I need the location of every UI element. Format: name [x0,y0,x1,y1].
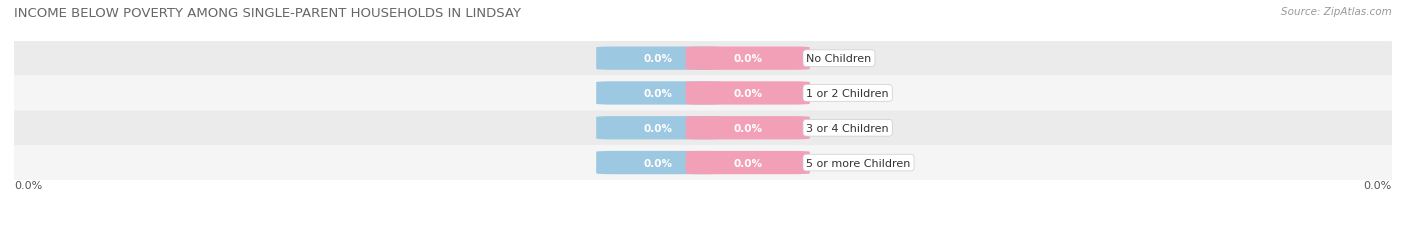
FancyBboxPatch shape [596,82,720,105]
FancyBboxPatch shape [14,111,1392,146]
Text: 0.0%: 0.0% [734,123,762,133]
Text: Source: ZipAtlas.com: Source: ZipAtlas.com [1281,7,1392,17]
FancyBboxPatch shape [686,117,810,140]
FancyBboxPatch shape [596,47,720,70]
Text: 0.0%: 0.0% [644,54,672,64]
FancyBboxPatch shape [14,42,1392,76]
FancyBboxPatch shape [686,151,810,174]
FancyBboxPatch shape [14,76,1392,111]
Text: 0.0%: 0.0% [734,158,762,168]
Text: 0.0%: 0.0% [734,88,762,99]
Text: 0.0%: 0.0% [734,54,762,64]
Text: 0.0%: 0.0% [644,88,672,99]
FancyBboxPatch shape [596,117,720,140]
Text: 0.0%: 0.0% [1364,180,1392,190]
Text: 0.0%: 0.0% [14,180,42,190]
Text: 0.0%: 0.0% [644,123,672,133]
FancyBboxPatch shape [686,82,810,105]
Text: 5 or more Children: 5 or more Children [807,158,911,168]
FancyBboxPatch shape [686,47,810,70]
FancyBboxPatch shape [596,151,720,174]
FancyBboxPatch shape [14,146,1392,180]
Text: 0.0%: 0.0% [644,158,672,168]
Text: INCOME BELOW POVERTY AMONG SINGLE-PARENT HOUSEHOLDS IN LINDSAY: INCOME BELOW POVERTY AMONG SINGLE-PARENT… [14,7,522,20]
Text: 3 or 4 Children: 3 or 4 Children [807,123,889,133]
Text: 1 or 2 Children: 1 or 2 Children [807,88,889,99]
Text: No Children: No Children [807,54,872,64]
